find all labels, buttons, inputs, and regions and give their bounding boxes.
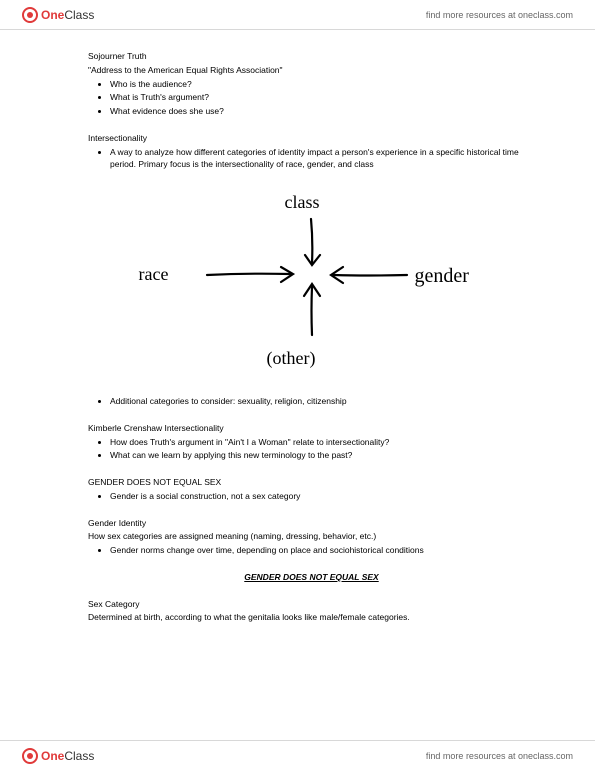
footer-tagline: find more resources at oneclass.com: [426, 751, 573, 761]
logo-one: One: [41, 749, 64, 763]
diagram-label-gender: gender: [415, 261, 469, 291]
heading-gender-sex: GENDER DOES NOT EQUAL SEX: [88, 476, 535, 489]
section-gender-identity: Gender Identity How sex categories are a…: [88, 517, 535, 557]
bullets-sojourner: Who is the audience? What is Truth's arg…: [88, 78, 535, 118]
arrow-bottom-line: [311, 287, 312, 335]
arrow-left-line: [207, 274, 290, 275]
sub-sex-category: Determined at birth, according to what t…: [88, 611, 535, 624]
section-crenshaw: Kimberle Crenshaw Intersectionality How …: [88, 422, 535, 462]
logo-icon: [22, 748, 38, 764]
diagram-label-class: class: [285, 189, 320, 216]
intersectionality-diagram: class race gender (other): [127, 185, 497, 385]
diagram-label-other: (other): [267, 345, 316, 372]
tagline-prefix: find more resources at: [426, 751, 518, 761]
bullets-gender-identity: Gender norms change over time, depending…: [88, 544, 535, 557]
brand-logo: OneClass: [22, 7, 94, 23]
list-item: Gender norms change over time, depending…: [110, 544, 535, 557]
list-item: How does Truth's argument in "Ain't I a …: [110, 436, 535, 449]
section-additional: Additional categories to consider: sexua…: [88, 395, 535, 408]
bullets-crenshaw: How does Truth's argument in "Ain't I a …: [88, 436, 535, 463]
heading-intersectionality: Intersectionality: [88, 132, 535, 145]
bullets-intersectionality: A way to analyze how different categorie…: [88, 146, 535, 172]
heading-sex-category: Sex Category: [88, 598, 535, 611]
list-item: Gender is a social construction, not a s…: [110, 490, 535, 503]
logo-icon: [22, 7, 38, 23]
logo-text: OneClass: [41, 8, 94, 22]
page-header: OneClass find more resources at oneclass…: [0, 0, 595, 30]
heading-gender-identity: Gender Identity: [88, 517, 535, 530]
header-tagline: find more resources at oneclass.com: [426, 10, 573, 20]
list-item: Who is the audience?: [110, 78, 535, 91]
list-item: What can we learn by applying this new t…: [110, 449, 535, 462]
arrow-right-line: [334, 275, 407, 276]
bullets-additional: Additional categories to consider: sexua…: [88, 395, 535, 408]
section-intersectionality: Intersectionality A way to analyze how d…: [88, 132, 535, 171]
section-sex-category: Sex Category Determined at birth, accord…: [88, 598, 535, 625]
section-gender-sex: GENDER DOES NOT EQUAL SEX Gender is a so…: [88, 476, 535, 503]
list-item: What evidence does she use?: [110, 105, 535, 118]
list-item: A way to analyze how different categorie…: [110, 146, 535, 172]
heading-crenshaw: Kimberle Crenshaw Intersectionality: [88, 422, 535, 435]
page-footer: OneClass find more resources at oneclass…: [0, 740, 595, 770]
logo-class: Class: [64, 749, 94, 763]
logo-class: Class: [64, 8, 94, 22]
document-body: Sojourner Truth "Address to the American…: [88, 50, 535, 638]
heading-sojourner: Sojourner Truth: [88, 50, 535, 63]
logo-one: One: [41, 8, 64, 22]
section-sojourner: Sojourner Truth "Address to the American…: [88, 50, 535, 118]
logo-text: OneClass: [41, 749, 94, 763]
brand-logo-footer: OneClass: [22, 748, 94, 764]
tagline-link[interactable]: oneclass.com: [518, 751, 573, 761]
list-item: What is Truth's argument?: [110, 91, 535, 104]
bullets-gender-sex: Gender is a social construction, not a s…: [88, 490, 535, 503]
arrow-top-line: [311, 219, 312, 263]
list-item: Additional categories to consider: sexua…: [110, 395, 535, 408]
diagram-label-race: race: [139, 261, 169, 288]
subtitle-address: "Address to the American Equal Rights As…: [88, 64, 535, 77]
tagline-prefix: find more resources at: [426, 10, 518, 20]
tagline-link[interactable]: oneclass.com: [518, 10, 573, 20]
sub-gender-identity: How sex categories are assigned meaning …: [88, 530, 535, 543]
emphasis-gender-not-sex: GENDER DOES NOT EQUAL SEX: [88, 571, 535, 584]
